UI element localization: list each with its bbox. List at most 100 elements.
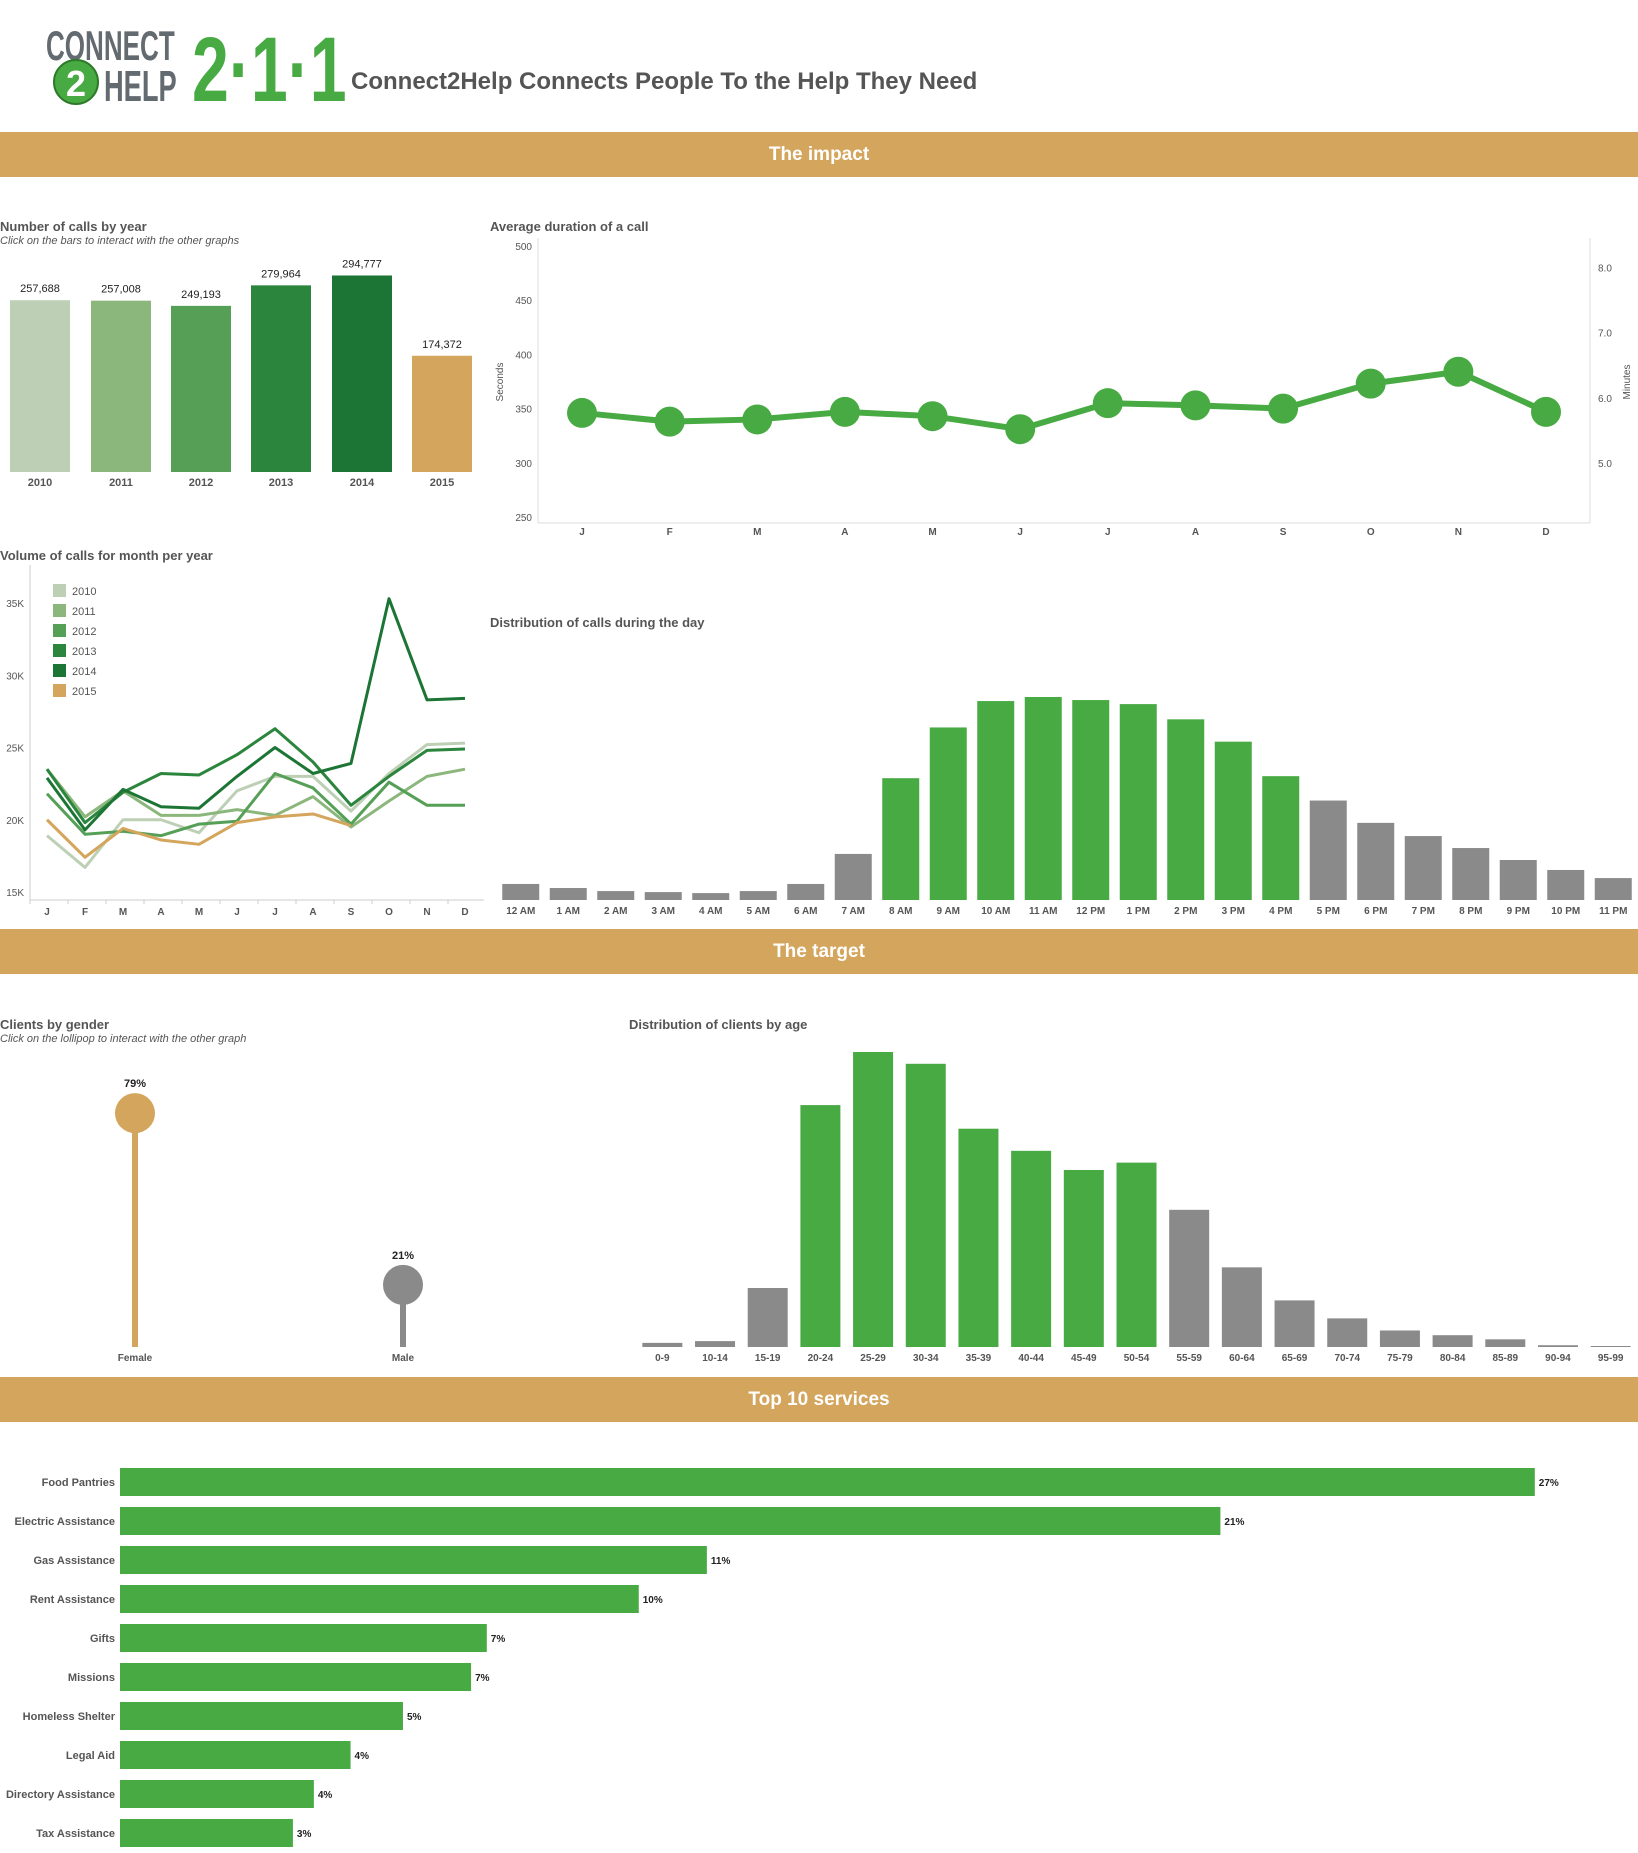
hour-bar[interactable] xyxy=(834,853,872,900)
hour-bar[interactable] xyxy=(1452,848,1490,900)
hour-bar[interactable] xyxy=(739,891,777,900)
service-label: Food Pantries xyxy=(42,1477,115,1489)
service-bar[interactable] xyxy=(120,1780,314,1808)
service-bar[interactable] xyxy=(120,1507,1221,1535)
hour-tick-label: 3 AM xyxy=(651,906,675,917)
age-bar[interactable] xyxy=(1274,1300,1315,1347)
age-bar[interactable] xyxy=(1379,1330,1420,1347)
volume-line-2015[interactable] xyxy=(45,812,352,859)
age-tick-label: 50-54 xyxy=(1124,1353,1150,1364)
duration-point[interactable] xyxy=(917,401,948,432)
hour-bar[interactable] xyxy=(1024,697,1062,900)
volume-tick-label: 35K xyxy=(6,599,24,610)
year-bar-2013[interactable] xyxy=(251,285,311,472)
legend-label: 2015 xyxy=(72,686,96,698)
legend-swatch-2011[interactable] xyxy=(53,604,66,617)
service-value-label: 27% xyxy=(1539,1478,1559,1489)
hour-bar[interactable] xyxy=(644,892,682,900)
hour-bar[interactable] xyxy=(692,893,730,900)
lollipop-head-male[interactable] xyxy=(383,1264,423,1305)
age-bar[interactable] xyxy=(642,1342,683,1347)
age-bar[interactable] xyxy=(853,1052,894,1347)
duration-point[interactable] xyxy=(1005,414,1036,445)
volume-tick-label: 20K xyxy=(6,816,24,827)
hour-bar[interactable] xyxy=(1072,700,1110,900)
volume-line-2010[interactable] xyxy=(46,741,466,869)
calls-by-hour-title: Distribution of calls during the day xyxy=(490,615,705,630)
age-bar[interactable] xyxy=(1011,1150,1052,1347)
age-bar[interactable] xyxy=(1327,1318,1368,1347)
hour-bar[interactable] xyxy=(1119,704,1157,900)
year-bar-2010[interactable] xyxy=(10,300,70,472)
volume-line-2014[interactable] xyxy=(45,597,466,832)
age-tick-label: 10-14 xyxy=(702,1353,728,1364)
service-label: Electric Assistance xyxy=(15,1516,115,1528)
age-bar[interactable] xyxy=(1432,1335,1473,1347)
service-bar[interactable] xyxy=(120,1702,403,1730)
hour-bar[interactable] xyxy=(1547,869,1585,900)
legend-swatch-2013[interactable] xyxy=(53,644,66,657)
duration-point[interactable] xyxy=(1180,390,1211,421)
duration-point[interactable] xyxy=(742,404,773,435)
service-bar[interactable] xyxy=(120,1585,639,1613)
service-bar[interactable] xyxy=(120,1546,707,1574)
hour-bar[interactable] xyxy=(977,701,1015,900)
duration-point[interactable] xyxy=(1355,368,1386,399)
duration-point[interactable] xyxy=(1443,356,1474,387)
year-bar-2011[interactable] xyxy=(91,300,151,472)
age-bar[interactable] xyxy=(958,1128,999,1347)
hour-bar[interactable] xyxy=(882,778,920,900)
age-tick-label: 0-9 xyxy=(655,1353,670,1364)
age-bar[interactable] xyxy=(1116,1162,1157,1347)
hour-bar[interactable] xyxy=(929,727,967,900)
age-bar[interactable] xyxy=(800,1105,841,1347)
hour-bar[interactable] xyxy=(502,883,540,900)
hour-bar[interactable] xyxy=(1357,822,1395,900)
lollipop-head-female[interactable] xyxy=(115,1093,155,1134)
hour-bar[interactable] xyxy=(549,888,587,900)
service-bar[interactable] xyxy=(120,1468,1535,1496)
service-bar[interactable] xyxy=(120,1741,351,1769)
hour-bar[interactable] xyxy=(787,883,825,900)
age-bar[interactable] xyxy=(1169,1209,1210,1347)
duration-point[interactable] xyxy=(1092,388,1123,419)
age-bar[interactable] xyxy=(695,1341,736,1347)
volume-line-2013[interactable] xyxy=(45,727,466,825)
duration-point[interactable] xyxy=(829,396,860,427)
hour-bar[interactable] xyxy=(1309,800,1347,900)
duration-point[interactable] xyxy=(1268,393,1299,424)
year-bar-2015[interactable] xyxy=(412,355,472,472)
hour-bar[interactable] xyxy=(597,891,635,900)
age-bar[interactable] xyxy=(1485,1339,1526,1347)
legend-swatch-2014[interactable] xyxy=(53,664,66,677)
duration-point[interactable] xyxy=(1531,396,1561,427)
calls-by-year-subtitle: Click on the bars to interact with the o… xyxy=(0,235,240,247)
age-bar[interactable] xyxy=(1590,1346,1631,1347)
service-bar[interactable] xyxy=(120,1663,472,1691)
hour-bar[interactable] xyxy=(1262,776,1300,900)
age-bar[interactable] xyxy=(1537,1345,1578,1347)
service-bar[interactable] xyxy=(120,1819,293,1847)
year-bar-2014[interactable] xyxy=(332,275,392,472)
hour-bar[interactable] xyxy=(1499,860,1537,900)
service-bar[interactable] xyxy=(120,1624,487,1652)
hour-bar[interactable] xyxy=(1167,719,1205,900)
age-bar[interactable] xyxy=(747,1288,788,1347)
legend-swatch-2010[interactable] xyxy=(53,584,66,597)
age-bar[interactable] xyxy=(905,1063,946,1347)
legend-swatch-2012[interactable] xyxy=(53,624,66,637)
age-bar[interactable] xyxy=(1063,1170,1104,1347)
service-value-label: 4% xyxy=(355,1751,370,1762)
service-label: Legal Aid xyxy=(66,1750,115,1762)
hour-tick-label: 6 PM xyxy=(1364,906,1387,917)
duration-point[interactable] xyxy=(654,406,685,437)
hour-bar[interactable] xyxy=(1594,878,1632,900)
hour-bar[interactable] xyxy=(1214,741,1252,900)
duration-point[interactable] xyxy=(567,397,597,428)
year-bar-value-label: 257,688 xyxy=(20,283,60,295)
legend-swatch-2015[interactable] xyxy=(53,684,66,697)
hour-bar[interactable] xyxy=(1404,836,1442,900)
age-bar[interactable] xyxy=(1221,1267,1262,1347)
year-bar-value-label: 249,193 xyxy=(181,289,221,301)
year-bar-2012[interactable] xyxy=(171,305,231,472)
